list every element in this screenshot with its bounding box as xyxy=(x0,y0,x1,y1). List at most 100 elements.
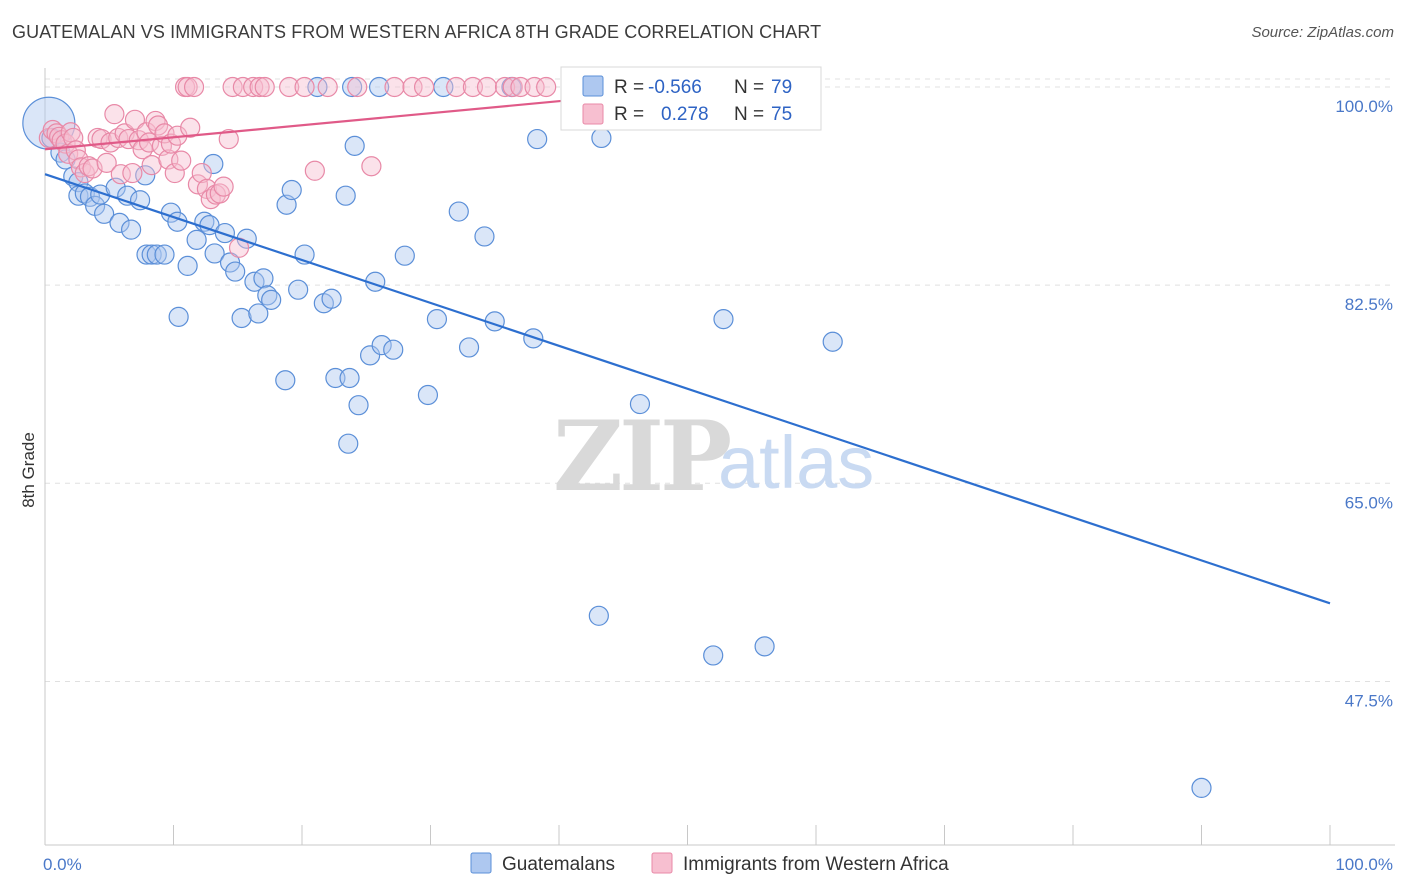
series-legend: Guatemalans Immigrants from Western Afri… xyxy=(470,852,949,875)
legend-r-value-1: -0.566 xyxy=(648,77,702,98)
western-africa-point xyxy=(191,162,212,184)
guatemalan-point xyxy=(231,307,252,329)
guatemalan-point xyxy=(261,289,282,310)
guatemalan-point xyxy=(629,393,651,415)
western-africa-point xyxy=(147,115,169,136)
western-africa-point xyxy=(249,76,270,98)
guatemalan-point xyxy=(248,303,269,324)
western-africa-point xyxy=(446,76,467,98)
guatemalan-point xyxy=(344,135,365,156)
western-africa-trend-line xyxy=(44,99,566,151)
correlation-legend: R = -0.566 N = 79 R = 0.278 N = 75 xyxy=(560,66,822,131)
western-africa-point xyxy=(243,76,264,98)
western-africa-point xyxy=(494,76,516,98)
guatemalan-point xyxy=(383,339,404,360)
guatemalan-point xyxy=(713,309,734,330)
guatemalan-point xyxy=(288,279,309,300)
guatemalan-point xyxy=(588,605,609,626)
western-africa-point xyxy=(218,128,239,150)
guatemalan-point xyxy=(186,229,207,250)
western-africa-point xyxy=(413,76,435,98)
legend-box xyxy=(560,66,822,131)
western-africa-point xyxy=(183,76,205,98)
guatemalan-point xyxy=(135,165,156,186)
guatemalan-point xyxy=(281,179,302,201)
legend-n-label-2: N = xyxy=(734,104,764,125)
guatemalan-point xyxy=(146,244,167,265)
western-africa-point xyxy=(124,109,146,130)
western-africa-point xyxy=(177,76,198,98)
watermark: ZIP atlas xyxy=(553,400,874,513)
bottom-legend-guatemalans: Guatemalans xyxy=(502,854,615,875)
western-africa-point xyxy=(222,76,243,98)
western-africa-point xyxy=(171,150,192,171)
guatemalan-point xyxy=(371,335,392,356)
western-africa-point xyxy=(361,156,382,177)
guatemalan-point xyxy=(339,367,360,389)
bottom-legend-western-africa: Immigrants from Western Africa xyxy=(683,854,949,875)
guatemalan-point xyxy=(822,331,843,352)
watermark-atlas: atlas xyxy=(718,421,874,504)
legend-n-label-1: N = xyxy=(734,77,764,98)
x-tick-label: 0.0% xyxy=(43,855,82,874)
guatemalan-point xyxy=(458,337,480,358)
western-africa-point xyxy=(462,76,484,98)
guatemalan-point xyxy=(527,128,548,150)
western-africa-point xyxy=(476,76,498,98)
western-africa-point xyxy=(502,76,523,98)
guatemalan-point xyxy=(348,395,369,416)
guatemalan-point xyxy=(204,243,225,264)
trend-layer xyxy=(44,99,1331,605)
western-africa-point xyxy=(138,132,160,153)
y-axis-label: 8th Grade xyxy=(19,432,38,508)
guatemalan-point xyxy=(448,201,469,222)
guatemalan-point xyxy=(253,268,274,289)
bottom-legend-swatch-guatemalans xyxy=(470,852,492,874)
guatemalan-point xyxy=(94,203,115,224)
guatemalan-point xyxy=(1191,777,1212,799)
guatemalan-point xyxy=(275,370,296,391)
guatemalan-point xyxy=(335,185,356,206)
x-tick-label: 100.0% xyxy=(1335,855,1393,874)
legend-swatch-western-africa xyxy=(582,103,604,125)
western-africa-point xyxy=(96,152,117,173)
western-africa-point xyxy=(384,76,405,98)
y-tick-label: 47.5% xyxy=(1345,691,1393,710)
western-africa-point xyxy=(294,76,315,98)
legend-n-value-1: 79 xyxy=(771,77,792,98)
bottom-legend-swatch-western-africa xyxy=(651,852,673,874)
western-africa-point xyxy=(254,76,275,98)
legend-r-label-2: R = xyxy=(614,104,644,125)
guatemalan-point xyxy=(417,384,439,406)
chart-title: GUATEMALAN VS IMMIGRANTS FROM WESTERN AF… xyxy=(12,22,822,42)
guatemalan-point xyxy=(136,244,157,265)
guatemalan-point xyxy=(342,76,363,98)
y-tick-label: 100.0% xyxy=(1335,97,1393,116)
western-africa-point xyxy=(347,76,368,98)
western-africa-point xyxy=(209,183,230,204)
guatemalan-point xyxy=(321,288,342,309)
western-africa-point xyxy=(122,162,143,184)
source-credit: Source: ZipAtlas.com xyxy=(1251,24,1394,41)
legend-r-label-1: R = xyxy=(614,77,644,98)
guatemalan-point xyxy=(109,212,130,233)
guatemalan-point xyxy=(360,345,381,366)
axis-layer: 47.5% 65.0% 82.5% 100.0% 0.0% 100.0% xyxy=(43,68,1395,874)
legend-swatch-guatemalans xyxy=(582,75,604,97)
western-africa-point xyxy=(213,176,234,197)
western-africa-point xyxy=(104,104,125,125)
y-tick-label: 82.5% xyxy=(1345,295,1393,314)
guatemalan-point xyxy=(426,309,448,330)
guatemalan-point xyxy=(754,636,775,657)
guatemalan-point xyxy=(325,367,346,389)
legend-r-value-2: 0.278 xyxy=(661,104,709,125)
western-africa-point xyxy=(317,76,338,98)
western-africa-point xyxy=(180,117,201,138)
guatemalan-point xyxy=(120,219,142,240)
guatemalan-point xyxy=(591,127,612,149)
western-africa-point xyxy=(164,162,185,184)
guatemalan-point xyxy=(168,306,189,327)
western-africa-point xyxy=(524,76,545,98)
guatemalan-point xyxy=(154,244,175,265)
